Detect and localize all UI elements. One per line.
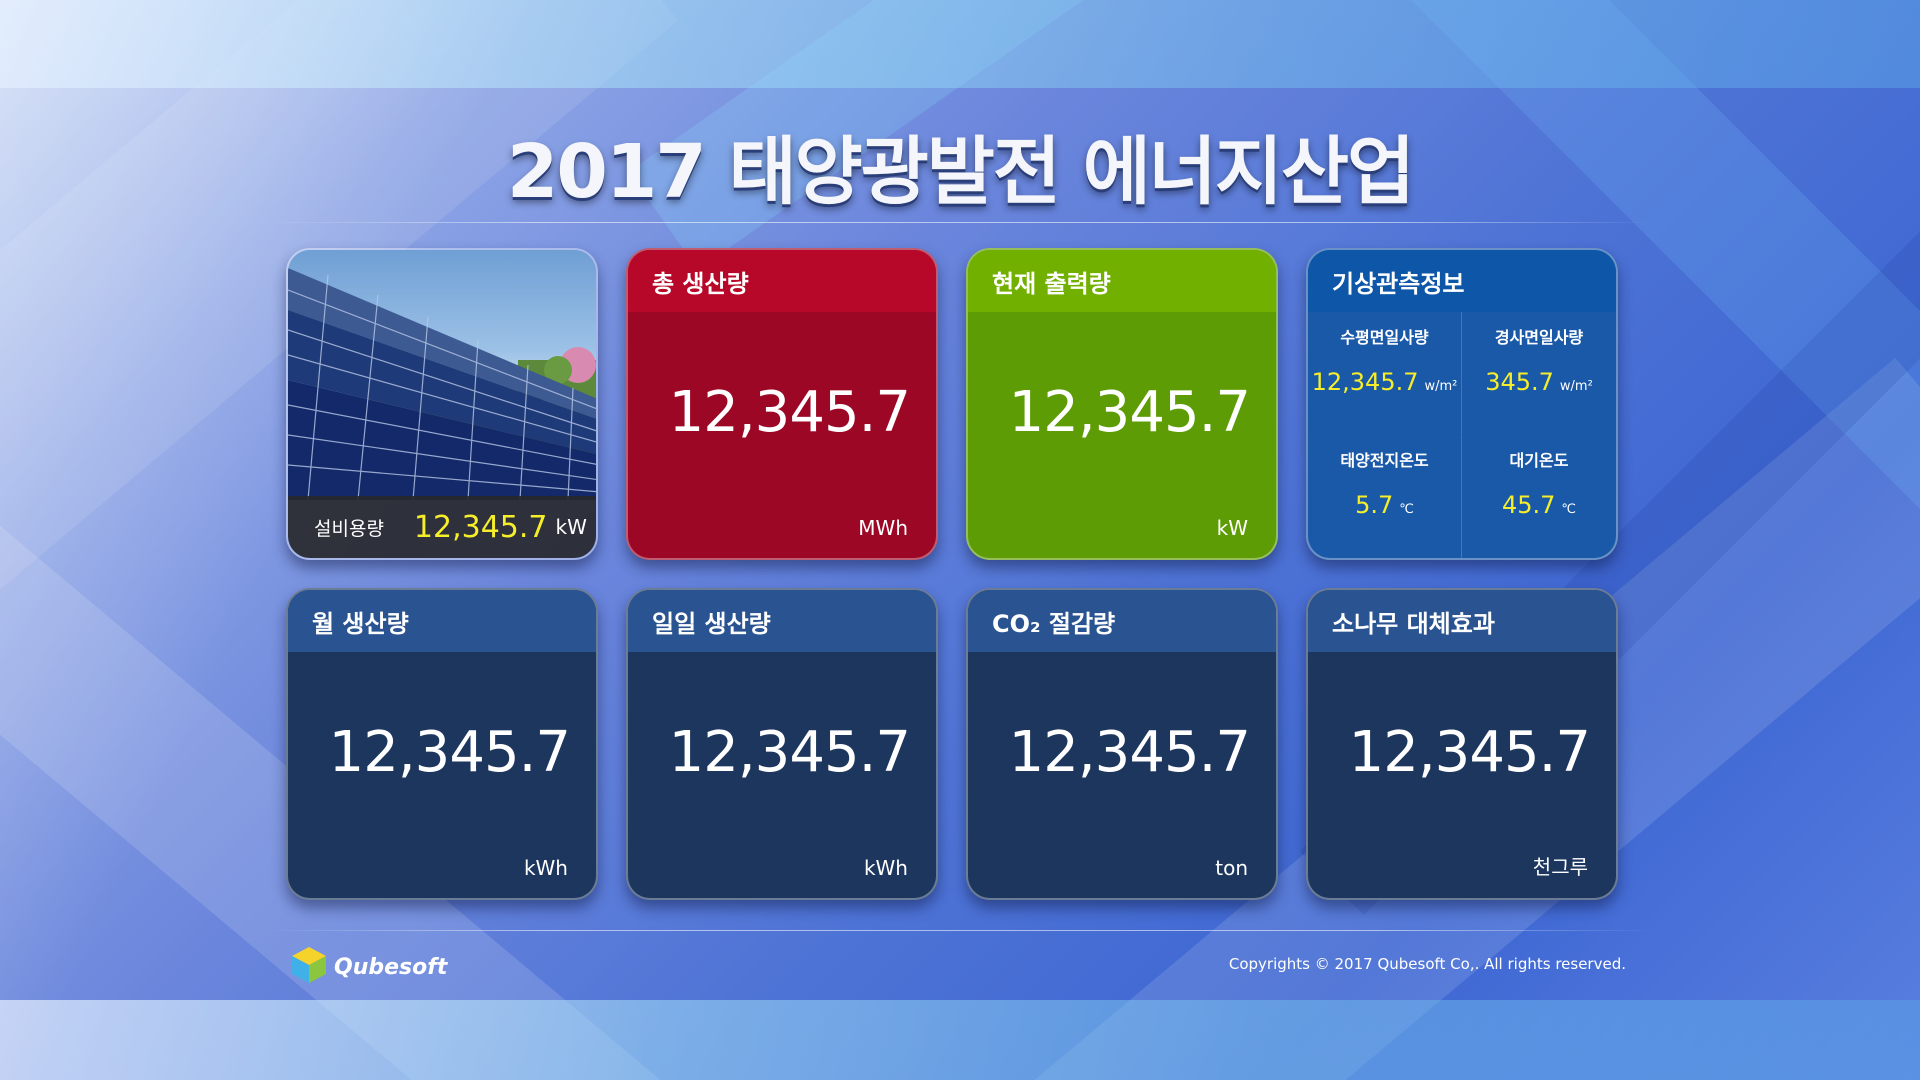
monthly-production-label: 월 생산량 — [288, 590, 596, 652]
monthly-production-unit: kWh — [523, 856, 568, 880]
weather-item-value: 345.7 — [1485, 368, 1554, 396]
daily-production-label: 일일 생산량 — [628, 590, 936, 652]
weather-item-value: 5.7 — [1355, 491, 1394, 519]
pine-tree-effect-value: 12,345.7 — [1348, 720, 1591, 785]
total-production-card: 총 생산량 12,345.7 MWh — [626, 248, 938, 560]
weather-item-value: 45.7 — [1501, 491, 1556, 519]
weather-item-unit: ℃ — [1399, 502, 1414, 517]
weather-item: 태양전지온도 5.7 ℃ — [1308, 435, 1462, 558]
weather-item-label: 경사면일사량 — [1494, 328, 1584, 347]
logo-text: Qubesoft — [334, 954, 448, 980]
facility-capacity-unit: kW — [555, 515, 587, 539]
weather-label: 기상관측정보 — [1308, 250, 1616, 312]
weather-item-unit: w/m² — [1424, 379, 1458, 394]
daily-production-unit: kWh — [863, 856, 908, 880]
monthly-production-value: 12,345.7 — [328, 720, 571, 785]
top-band — [0, 0, 1920, 88]
daily-production-value: 12,345.7 — [668, 720, 911, 785]
co2-reduction-unit: ton — [1215, 856, 1248, 880]
weather-card: 기상관측정보 수평면일사량 12,345.7 w/m² 경사면일사량 345.7 w… — [1306, 248, 1618, 560]
pine-tree-effect-unit: 천그루 — [1532, 855, 1588, 879]
weather-item: 경사면일사량 345.7 w/m² — [1462, 312, 1616, 435]
pine-tree-effect-label: 소나무 대체효과 — [1308, 590, 1616, 652]
weather-item-unit: ℃ — [1561, 502, 1577, 517]
current-output-unit: kW — [1216, 516, 1248, 540]
monthly-production-card: 월 생산량 12,345.7 kWh — [286, 588, 598, 900]
co2-reduction-value: 12,345.7 — [1008, 720, 1251, 785]
weather-item: 대기온도 45.7 ℃ — [1462, 435, 1616, 558]
bottom-band — [0, 1000, 1920, 1080]
facility-capacity-label: 설비용량 — [314, 517, 384, 540]
total-production-value: 12,345.7 — [668, 380, 911, 445]
pine-tree-effect-card: 소나무 대체효과 12,345.7 천그루 — [1306, 588, 1618, 900]
weather-item-label: 수평면일사량 — [1340, 328, 1429, 347]
total-production-label: 총 생산량 — [628, 250, 936, 312]
weather-grid: 수평면일사량 12,345.7 w/m² 경사면일사량 345.7 w/m² 태양전… — [1308, 312, 1616, 558]
current-output-label: 현재 출력량 — [968, 250, 1276, 312]
qubesoft-logo: Qubesoft — [290, 945, 447, 989]
weather-item-unit: w/m² — [1559, 379, 1593, 394]
page-title: 2017 태양광발전 에너지산업 — [506, 129, 1415, 215]
facility-capacity-value: 12,345.7 — [413, 509, 548, 545]
facility-capacity-bar: 설비용량 12,345.7 kW — [288, 496, 596, 558]
weather-item-label: 태양전지온도 — [1340, 451, 1429, 470]
solar-panel-image — [288, 250, 596, 500]
weather-item-label: 대기온도 — [1509, 451, 1569, 470]
divider-bottom — [265, 930, 1655, 931]
co2-reduction-card: CO₂ 절감량 12,345.7 ton — [966, 588, 1278, 900]
divider-top — [265, 222, 1655, 223]
daily-production-card: 일일 생산량 12,345.7 kWh — [626, 588, 938, 900]
weather-item-value: 12,345.7 — [1311, 368, 1419, 396]
copyright-text: Copyrights © 2017 Qubesoft Co,. All righ… — [1228, 955, 1626, 973]
current-output-value: 12,345.7 — [1008, 380, 1251, 445]
total-production-unit: MWh — [858, 516, 908, 540]
facility-capacity-card: 설비용량 12,345.7 kW — [286, 248, 598, 560]
co2-reduction-label: CO₂ 절감량 — [968, 590, 1276, 652]
current-output-card: 현재 출력량 12,345.7 kW — [966, 248, 1278, 560]
weather-item: 수평면일사량 12,345.7 w/m² — [1308, 312, 1462, 435]
cube-icon — [290, 945, 328, 989]
